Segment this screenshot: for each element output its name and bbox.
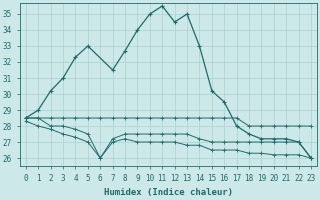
X-axis label: Humidex (Indice chaleur): Humidex (Indice chaleur) [104, 188, 233, 197]
